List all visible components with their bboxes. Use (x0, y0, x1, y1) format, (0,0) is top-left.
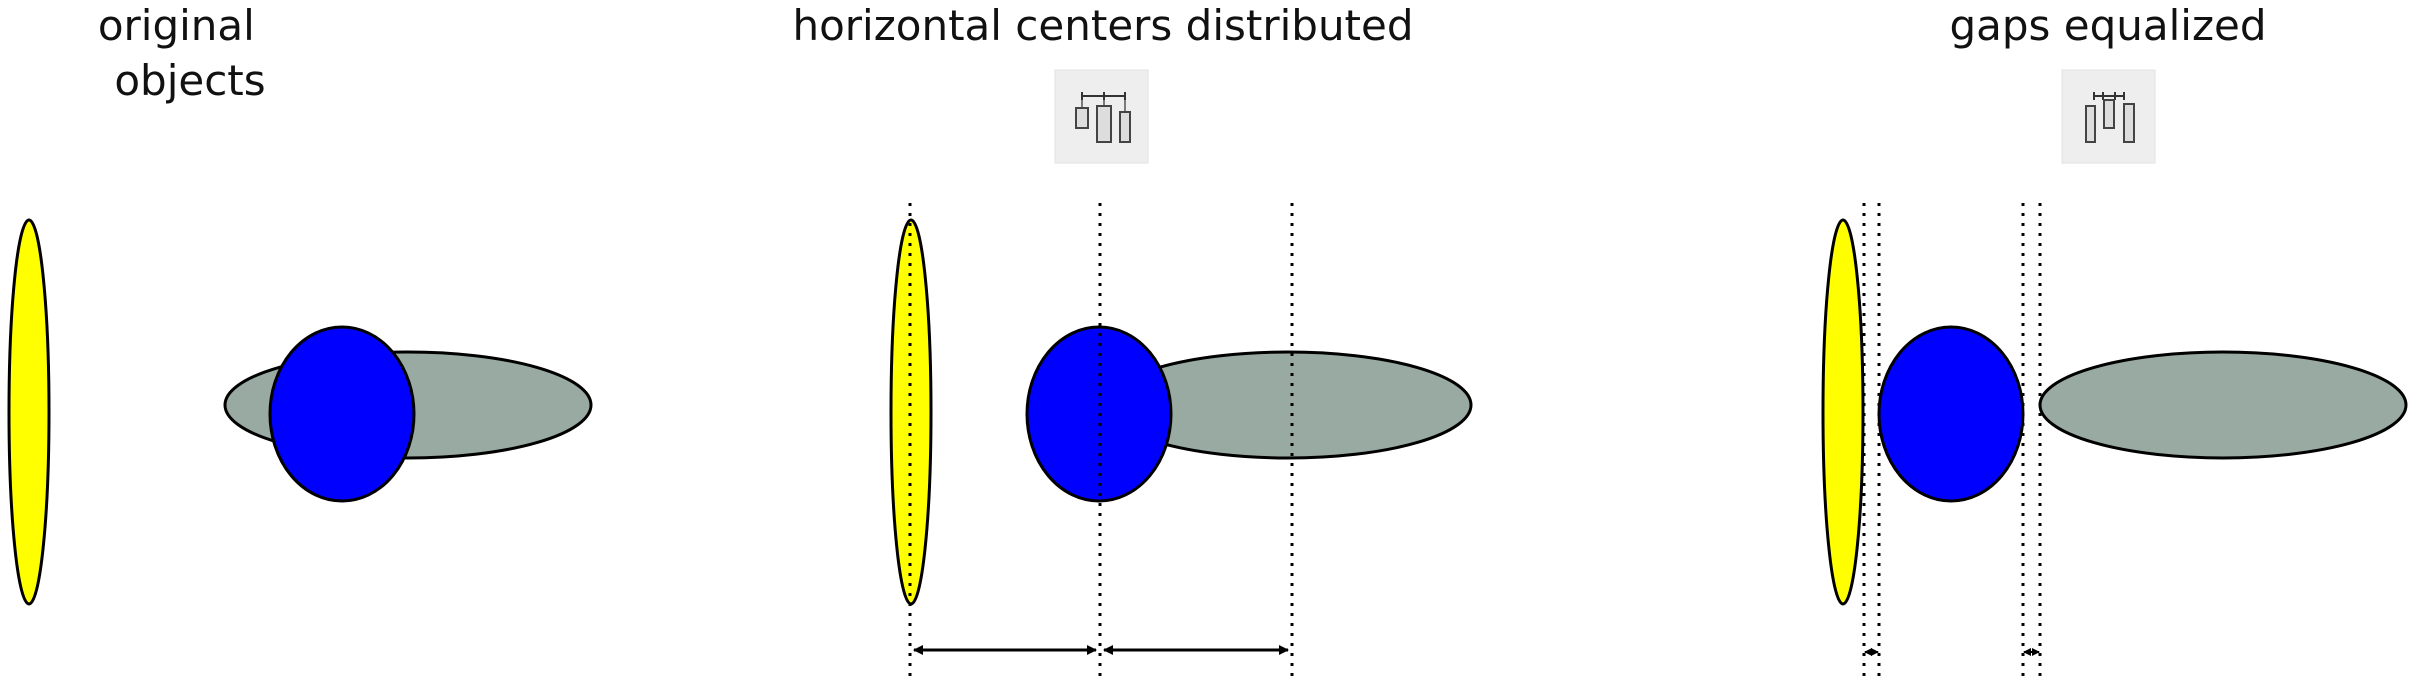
panel-gaps-equalized: gaps equalized (1821, 1, 2408, 682)
panel-original-title-line-1: original (98, 1, 255, 50)
panel-centers-distributed: horizontal centers distributed (792, 1, 1473, 682)
panel-original-title: original objects (98, 1, 268, 105)
blue-ellipse (268, 325, 416, 503)
panel-gaps-title: gaps equalized (1949, 1, 2266, 50)
distribute-horizontal-centers-icon (1054, 69, 1149, 164)
panel-original: original objects (7, 1, 593, 606)
blue-ellipse (1877, 325, 2025, 503)
yellow-ellipse (889, 218, 933, 606)
yellow-ellipse (1821, 218, 1865, 606)
panel-centers-title: horizontal centers distributed (792, 1, 1413, 50)
equalize-horizontal-gaps-icon (2061, 69, 2156, 164)
panel-original-title-line-2: objects (114, 56, 265, 105)
gray-ellipse (2038, 350, 2408, 460)
yellow-ellipse (7, 218, 51, 606)
